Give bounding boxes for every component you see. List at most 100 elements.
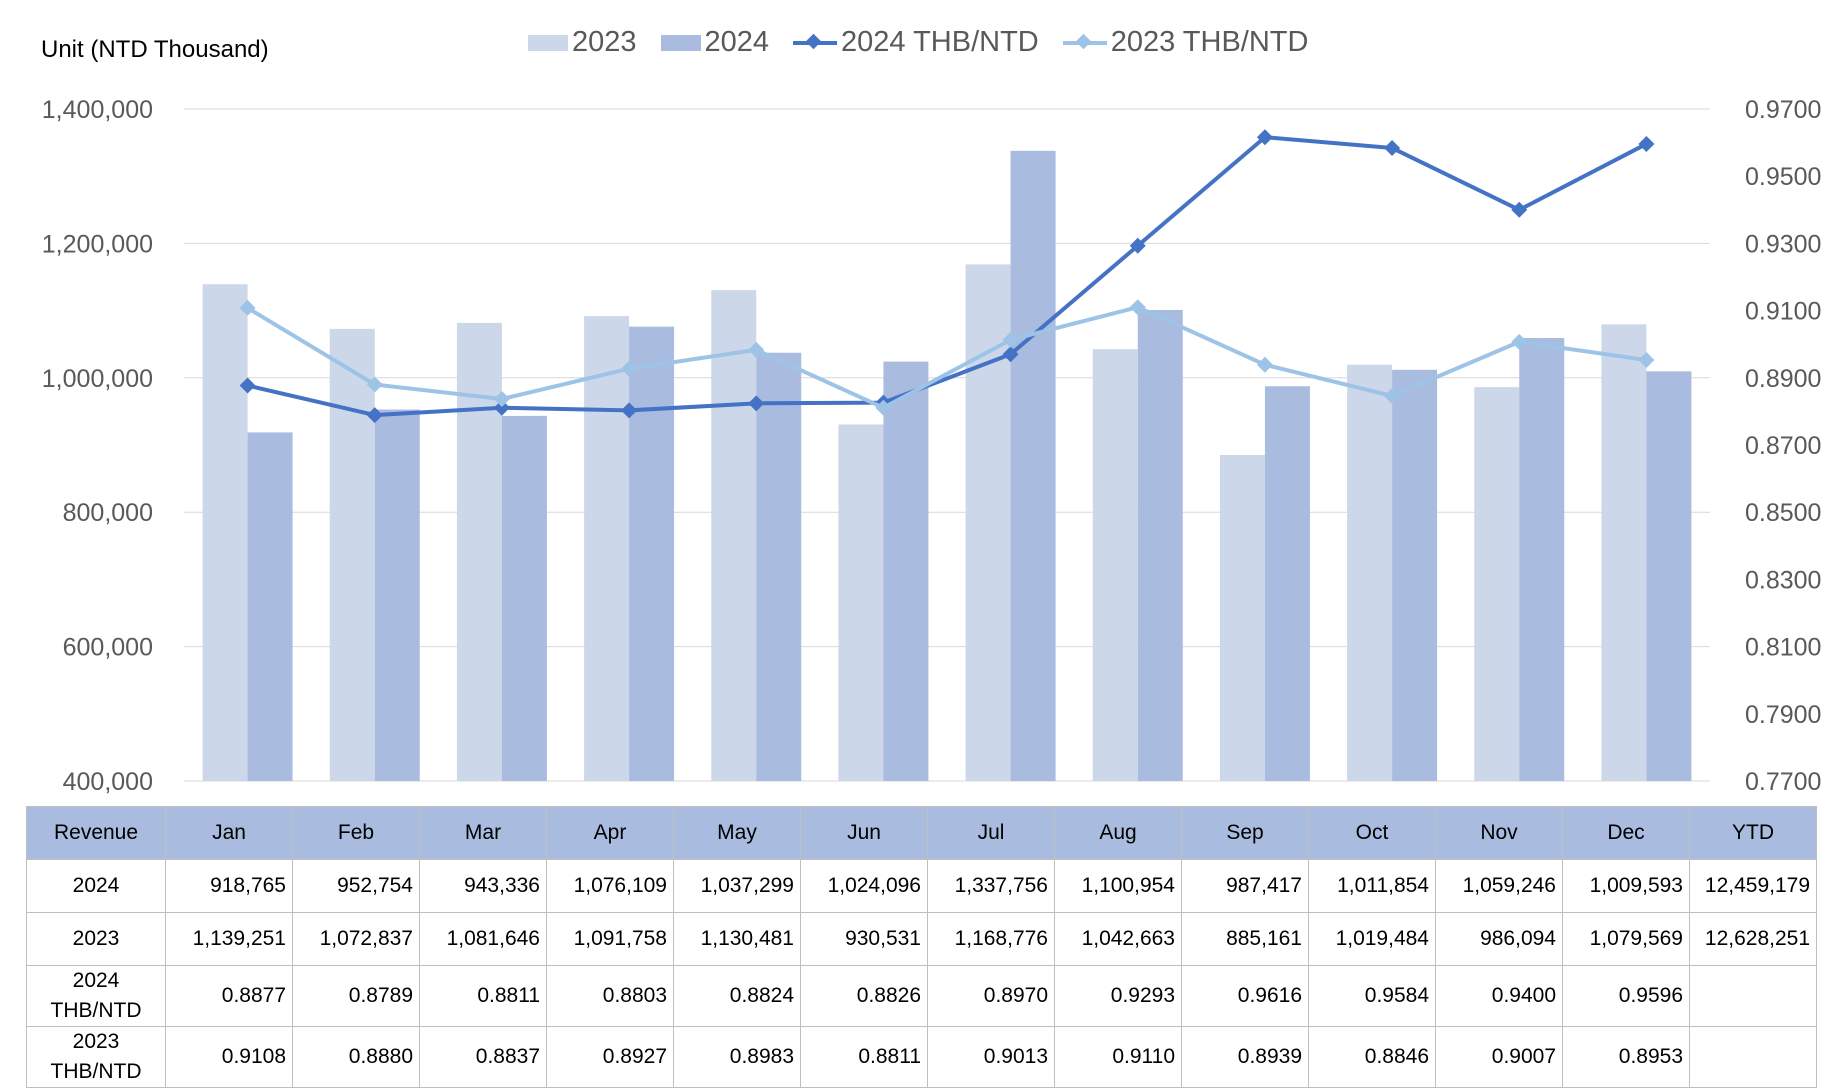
bar-2023-mar: [456, 322, 502, 781]
marker-2023-thb-ntd-oct: [1384, 387, 1401, 404]
marker-2023-thb-ntd-feb: [366, 376, 383, 393]
legend-swatch-2024: [660, 34, 701, 51]
y-right-tick-label: 0.8500: [1745, 499, 1821, 527]
line-2024-thb-ntd: [247, 135, 1648, 418]
header-feb: Feb: [292, 806, 420, 860]
table-cell: 0.8953: [1562, 1026, 1690, 1088]
marker-2024-thb-ntd-feb: [366, 407, 383, 424]
marker-2023-thb-ntd-jan: [239, 299, 256, 316]
table-cell: 918,765: [165, 859, 293, 913]
header-may: May: [673, 806, 801, 860]
marker-2024-thb-ntd-apr: [621, 402, 638, 419]
header-oct: Oct: [1308, 806, 1436, 860]
table-cell: 1,042,663: [1054, 912, 1182, 966]
bar-2023-jan: [202, 284, 248, 781]
table-cell: 1,059,246: [1435, 859, 1563, 913]
row-label: 2023: [26, 912, 166, 966]
table-cell: 0.9110: [1054, 1026, 1182, 1088]
table-cell: 1,337,756: [927, 859, 1055, 913]
marker-2024-thb-ntd-jan: [239, 377, 256, 394]
legend-item-2023: 2023: [528, 26, 637, 59]
table-row-2024-revenue: 2024 918,765 952,754 943,336 1,076,109 1…: [26, 859, 1817, 913]
table-cell-ytd: 12,459,179: [1689, 859, 1817, 913]
table-cell: 986,094: [1435, 912, 1563, 966]
y-right-tick-label: 0.8700: [1745, 432, 1821, 460]
table-cell: 952,754: [292, 859, 420, 913]
bar-2024-jun: [883, 361, 929, 781]
table-cell: 1,024,096: [800, 859, 928, 913]
table-cell: 0.8880: [292, 1026, 420, 1088]
y-right-tick-label: 0.9500: [1745, 163, 1821, 191]
header-nov: Nov: [1435, 806, 1563, 860]
marker-2024-thb-ntd-may: [748, 395, 765, 412]
y-right-tick-label: 0.9700: [1745, 96, 1821, 124]
table-cell: 0.9007: [1435, 1026, 1563, 1088]
bar-2023-oct: [1347, 364, 1393, 781]
bar-2024-aug: [1137, 309, 1183, 781]
legend-swatch-2023-thb-ntd: [1062, 33, 1107, 53]
table-cell: 0.8983: [673, 1026, 801, 1088]
table-cell: 0.8837: [419, 1026, 547, 1088]
y-left-tick-label: 1,400,000: [42, 96, 153, 124]
table-row-2023-revenue: 2023 1,139,251 1,072,837 1,081,646 1,091…: [26, 912, 1817, 966]
table-cell: 1,081,646: [419, 912, 547, 966]
bar-2024-apr: [629, 326, 675, 781]
header-ytd: YTD: [1689, 806, 1817, 860]
table-cell: 1,037,299: [673, 859, 801, 913]
table-cell: 0.9400: [1435, 965, 1563, 1027]
table-cell: 987,417: [1181, 859, 1309, 913]
bar-2023-jun: [838, 424, 884, 781]
table-cell-ytd: [1689, 1026, 1817, 1088]
table-cell: 1,079,569: [1562, 912, 1690, 966]
combo-chart: 400,000 600,000 800,000 1,000,000 1,200,000 1…: [42, 96, 1822, 796]
table-cell: 0.8789: [292, 965, 420, 1027]
chart-legend: 2023 2024 2024 THB/NTD 2023 THB/NTD: [528, 26, 1332, 59]
bar-2024-dec: [1646, 371, 1692, 781]
table-cell: 1,011,854: [1308, 859, 1436, 913]
legend-label-2023-thb-ntd: 2023 THB/NTD: [1110, 26, 1309, 58]
table-cell: 0.8877: [165, 965, 293, 1027]
marker-2023-thb-ntd-dec: [1638, 351, 1655, 368]
y-right-tick-label: 0.9300: [1745, 230, 1821, 258]
header-mar: Mar: [419, 806, 547, 860]
table-cell: 0.8826: [800, 965, 928, 1027]
marker-2023-thb-ntd-mar: [493, 390, 510, 407]
bar-2024-nov: [1519, 337, 1565, 781]
y-right-tick-label: 0.7900: [1745, 701, 1821, 729]
bar-2023-apr: [584, 316, 630, 781]
table-header-row: Revenue Jan Feb Mar Apr May Jun Jul Aug …: [26, 806, 1817, 860]
bar-2023-aug: [1092, 349, 1138, 781]
marker-2024-thb-ntd-nov: [1511, 201, 1528, 218]
bar-2023-sep: [1219, 454, 1265, 781]
legend-item-2024-thb-ntd: 2024 THB/NTD: [793, 26, 1039, 59]
bar-2024-mar: [501, 415, 547, 781]
y-right-tick-label: 0.9100: [1745, 298, 1821, 326]
table-cell-ytd: [1689, 965, 1817, 1027]
marker-2023-thb-ntd-nov: [1511, 333, 1528, 350]
header-aug: Aug: [1054, 806, 1182, 860]
marker-2024-thb-ntd-mar: [493, 399, 510, 416]
legend-label-2024-thb-ntd: 2024 THB/NTD: [841, 26, 1039, 58]
row-label: 2023 THB/NTD: [26, 1026, 166, 1088]
y-right-tick-label: 0.7700: [1745, 768, 1821, 796]
marker-2023-thb-ntd-jul: [1002, 331, 1019, 348]
table-cell: 1,076,109: [546, 859, 674, 913]
table-cell: 0.8927: [546, 1026, 674, 1088]
table-cell: 1,019,484: [1308, 912, 1436, 966]
y-right-tick-label: 0.8100: [1745, 634, 1821, 662]
header-jun: Jun: [800, 806, 928, 860]
header-dec: Dec: [1562, 806, 1690, 860]
header-sep: Sep: [1181, 806, 1309, 860]
marker-2024-thb-ntd-dec: [1638, 135, 1655, 152]
bar-2024-oct: [1392, 369, 1438, 781]
table-cell: 0.9616: [1181, 965, 1309, 1027]
legend-label-2023: 2023: [572, 26, 637, 58]
y-left-tick-label: 600,000: [63, 634, 153, 662]
table-cell: 943,336: [419, 859, 547, 913]
header-revenue: Revenue: [26, 806, 166, 860]
row-label: 2024 THB/NTD: [26, 965, 166, 1027]
table-row-2024-rate: 2024 THB/NTD 0.8877 0.8789 0.8811 0.8803…: [26, 965, 1817, 1027]
table-cell: 0.8811: [419, 965, 547, 1027]
table-cell: 0.9584: [1308, 965, 1436, 1027]
bar-2023-dec: [1601, 324, 1647, 781]
